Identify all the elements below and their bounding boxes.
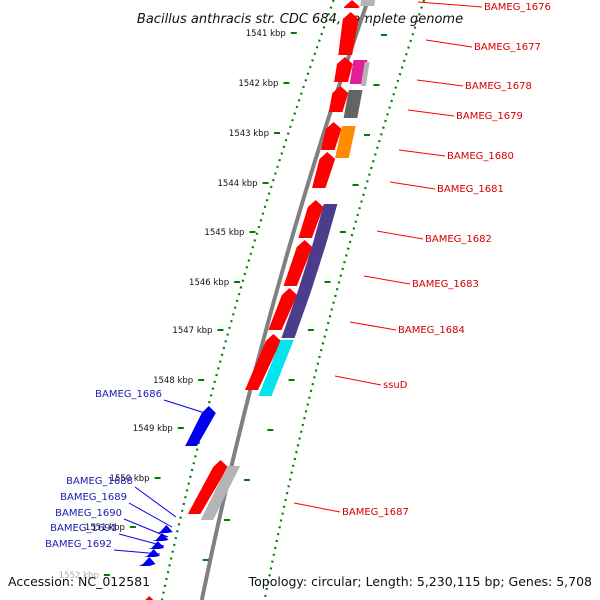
gene-label-forward: BAMEG_1687 [342, 507, 409, 518]
leader-line [425, 39, 473, 48]
reverse-gene [185, 406, 216, 446]
tick-label: 1544 kbp [218, 179, 258, 189]
leader-line [398, 149, 446, 157]
tick-label: 1541 kbp [246, 29, 286, 39]
reverse-gene [156, 525, 173, 533]
gene-label-reverse: BAMEG_1690 [55, 508, 122, 519]
gene-label-forward: BAMEG_1681 [437, 184, 504, 195]
gene-label-forward: BAMEG_1677 [474, 42, 541, 53]
tick-label: 1551 kbp [85, 523, 125, 533]
gene-label-reverse: BAMEG_1689 [60, 492, 127, 503]
forward-gene [140, 596, 154, 600]
tick-label: 1552 kbp [59, 571, 99, 581]
gene-label-reverse: BAMEG_1686 [95, 389, 162, 400]
tick-label: 1543 kbp [229, 129, 269, 139]
leader-line [113, 549, 161, 555]
tick-label: 1549 kbp [133, 424, 173, 434]
tick-label: 1547 kbp [172, 326, 212, 336]
gene-label-forward: ssuD [383, 380, 408, 391]
tick-label: 1546 kbp [189, 278, 229, 288]
gene-label-reverse: BAMEG_1692 [45, 539, 112, 550]
gene-label-forward: BAMEG_1683 [412, 279, 479, 290]
leader-line [163, 399, 209, 415]
forward-gene [298, 200, 324, 238]
forward-gene [283, 240, 313, 286]
leader-line [134, 486, 177, 518]
tick-label: 1542 kbp [238, 79, 278, 89]
leader-line [293, 502, 341, 513]
leader-line [118, 533, 165, 547]
cog-category-box [360, 0, 375, 6]
leader-line [417, 1, 483, 8]
forward-gene [312, 152, 336, 188]
forward-gene [187, 460, 228, 514]
gene-label-forward: BAMEG_1682 [425, 234, 492, 245]
cog-category-box [335, 126, 356, 158]
accession-text: Accession: NC_012581 [8, 574, 151, 589]
tick-label: 1545 kbp [204, 228, 244, 238]
leader-line [334, 375, 382, 386]
leader-line [407, 109, 455, 117]
cog-category-box [360, 62, 370, 86]
gene-label-reverse: BAMEG_1691 [50, 523, 117, 534]
forward-gene [245, 334, 281, 390]
cog-category-box [200, 466, 241, 520]
backbone-line [199, 0, 370, 600]
forward-gene [344, 0, 360, 8]
reverse-gene [148, 541, 165, 549]
forward-gene [334, 57, 353, 82]
leader-line [128, 502, 173, 528]
tick-label: 1548 kbp [153, 376, 193, 386]
cog-category-box [297, 244, 327, 292]
gene-label-forward: BAMEG_1676 [484, 2, 551, 13]
gene-label-forward: BAMEG_1680 [447, 151, 514, 162]
forward-gene [320, 122, 342, 150]
cog-category-box [281, 292, 311, 338]
tick-label: 1550 kbp [110, 474, 150, 484]
leader-line [389, 181, 436, 190]
tick-ring [160, 0, 335, 600]
leader-line [349, 321, 397, 331]
reverse-gene [139, 557, 156, 566]
leader-line [376, 230, 424, 240]
forward-gene [268, 288, 298, 330]
forward-gene [328, 86, 349, 112]
map-title: Bacillus anthracis str. CDC 684, complet… [137, 12, 463, 27]
cog-category-box [312, 204, 338, 244]
gene-label-forward: BAMEG_1679 [456, 111, 523, 122]
reverse-gene [152, 533, 169, 541]
gene-label-reverse: BAMEG_1688 [66, 476, 133, 487]
cog-category-box [343, 90, 363, 118]
cog-category-box [258, 340, 294, 396]
topology-summary: Topology: circular; Length: 5,230,115 bp… [248, 574, 592, 589]
gene-label-forward: BAMEG_1684 [398, 325, 465, 336]
leader-line [123, 518, 169, 538]
leader-line [363, 275, 411, 285]
gene-label-forward: BAMEG_1678 [465, 81, 532, 92]
forward-gene [338, 12, 359, 55]
leader-line [416, 79, 464, 87]
